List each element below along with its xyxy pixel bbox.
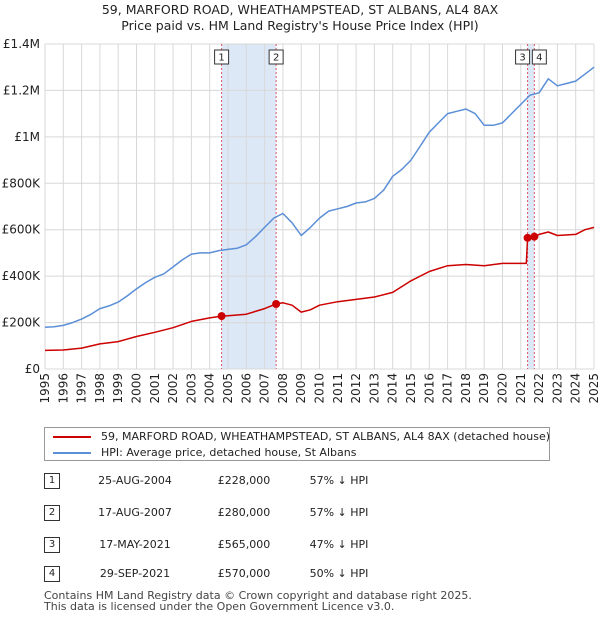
sale-row: 1 25-AUG-2004 £228,000 57% ↓ HPI <box>44 472 444 490</box>
marker-label-2: 2 <box>273 53 279 64</box>
x-tick-label: 2021 <box>514 373 528 404</box>
sale-hpi-diff: 57% ↓ HPI <box>309 474 369 487</box>
x-tick-label: 2005 <box>221 373 235 404</box>
sale-number: 2 <box>44 505 60 521</box>
sale-date: 25-AUG-2004 <box>98 474 172 487</box>
sale-price: £280,000 <box>217 506 271 519</box>
y-tick-label: £1M <box>14 130 40 144</box>
sale-point-1 <box>217 312 226 321</box>
sale-price: £565,000 <box>217 538 271 551</box>
y-tick-label: £400K <box>2 269 42 283</box>
x-tick-label: 2009 <box>294 373 308 404</box>
x-tick-label: 2011 <box>331 373 345 404</box>
marker-box-3 <box>515 49 531 65</box>
x-tick-label: 2024 <box>569 373 583 404</box>
sale-number: 4 <box>44 566 60 582</box>
x-tick-label: 2015 <box>404 373 418 404</box>
legend-label-hpi: HPI: Average price, detached house, St A… <box>101 446 357 459</box>
sale-hpi-diff: 57% ↓ HPI <box>309 506 369 519</box>
title-line-1: 59, MARFORD ROAD, WHEATHAMPSTEAD, ST ALB… <box>101 2 499 17</box>
x-tick-label: 2003 <box>184 373 198 404</box>
x-tick-label: 2025 <box>587 373 600 404</box>
x-tick-label: 2010 <box>313 373 327 404</box>
x-tick-label: 2004 <box>203 373 217 404</box>
x-tick-label: 1998 <box>93 373 107 404</box>
x-tick-label: 2018 <box>459 373 473 404</box>
marker-box-1 <box>214 49 230 65</box>
hpi-line <box>44 66 595 328</box>
sale-price: £228,000 <box>217 474 271 487</box>
sale-date: 17-AUG-2007 <box>98 506 172 519</box>
x-tick-label: 2014 <box>386 373 400 404</box>
legend: 59, MARFORD ROAD, WHEATHAMPSTEAD, ST ALB… <box>44 427 550 461</box>
x-tick-label: 1996 <box>56 373 70 404</box>
y-tick-label: £0 <box>25 362 40 376</box>
marker-box-2 <box>268 49 284 65</box>
x-tick-label: 2002 <box>166 373 180 404</box>
sale-date: 17-MAY-2021 <box>99 538 171 551</box>
x-tick-label: 1997 <box>75 373 89 404</box>
x-tick-label: 2013 <box>367 373 381 404</box>
sale-number: 3 <box>44 537 60 553</box>
sale-row: 3 17-MAY-2021 £565,000 47% ↓ HPI <box>44 536 444 554</box>
marker-box-4 <box>531 49 547 65</box>
chart-title: 59, MARFORD ROAD, WHEATHAMPSTEAD, ST ALB… <box>0 2 600 34</box>
x-tick-label: 2022 <box>532 373 546 404</box>
marker-label-1: 1 <box>218 53 224 64</box>
shaded-range <box>527 44 535 369</box>
x-tick-label: 2000 <box>130 373 144 404</box>
legend-swatch-hpi <box>53 452 91 454</box>
sale-number: 1 <box>44 473 60 489</box>
marker-label-4: 4 <box>536 53 542 64</box>
x-tick-label: 2012 <box>349 373 363 404</box>
y-tick-label: £1.4M <box>3 37 40 51</box>
sale-point-4 <box>530 232 539 241</box>
x-tick-label: 2007 <box>258 373 272 404</box>
footer-line-1: Contains HM Land Registry data © Crown c… <box>44 589 472 602</box>
x-tick-label: 2019 <box>477 373 491 404</box>
x-tick-label: 1995 <box>38 373 52 404</box>
x-tick-label: 2020 <box>496 373 510 404</box>
sale-hpi-diff: 50% ↓ HPI <box>309 567 369 580</box>
title-line-2: Price paid vs. HM Land Registry's House … <box>121 18 479 33</box>
x-tick-label: 2001 <box>148 373 162 404</box>
x-tick-label: 2017 <box>441 373 455 404</box>
x-tick-label: 1999 <box>111 373 125 404</box>
sale-point-3 <box>523 233 532 242</box>
marker-label-3: 3 <box>519 53 525 64</box>
footer-line-2: This data is licensed under the Open Gov… <box>44 600 395 613</box>
x-tick-label: 2016 <box>422 373 436 404</box>
y-tick-label: £800K <box>2 176 42 190</box>
x-tick-label: 2023 <box>550 373 564 404</box>
sale-hpi-diff: 47% ↓ HPI <box>309 538 369 551</box>
sale-row: 4 29-SEP-2021 £570,000 50% ↓ HPI <box>44 565 444 583</box>
sale-price: £570,000 <box>217 567 271 580</box>
legend-swatch-property <box>53 436 91 438</box>
y-tick-label: £1.2M <box>3 83 40 97</box>
shaded-range <box>221 44 277 369</box>
sale-point-2 <box>272 300 281 308</box>
sale-row: 2 17-AUG-2007 £280,000 57% ↓ HPI <box>44 504 444 522</box>
x-tick-label: 2008 <box>276 373 290 404</box>
x-tick-label: 2006 <box>239 373 253 404</box>
sale-date: 29-SEP-2021 <box>99 567 171 580</box>
footer: Contains HM Land Registry data © Crown c… <box>44 590 584 612</box>
legend-label-property: 59, MARFORD ROAD, WHEATHAMPSTEAD, ST ALB… <box>101 430 551 443</box>
y-tick-label: £600K <box>2 223 42 237</box>
y-tick-label: £200K <box>2 316 42 330</box>
